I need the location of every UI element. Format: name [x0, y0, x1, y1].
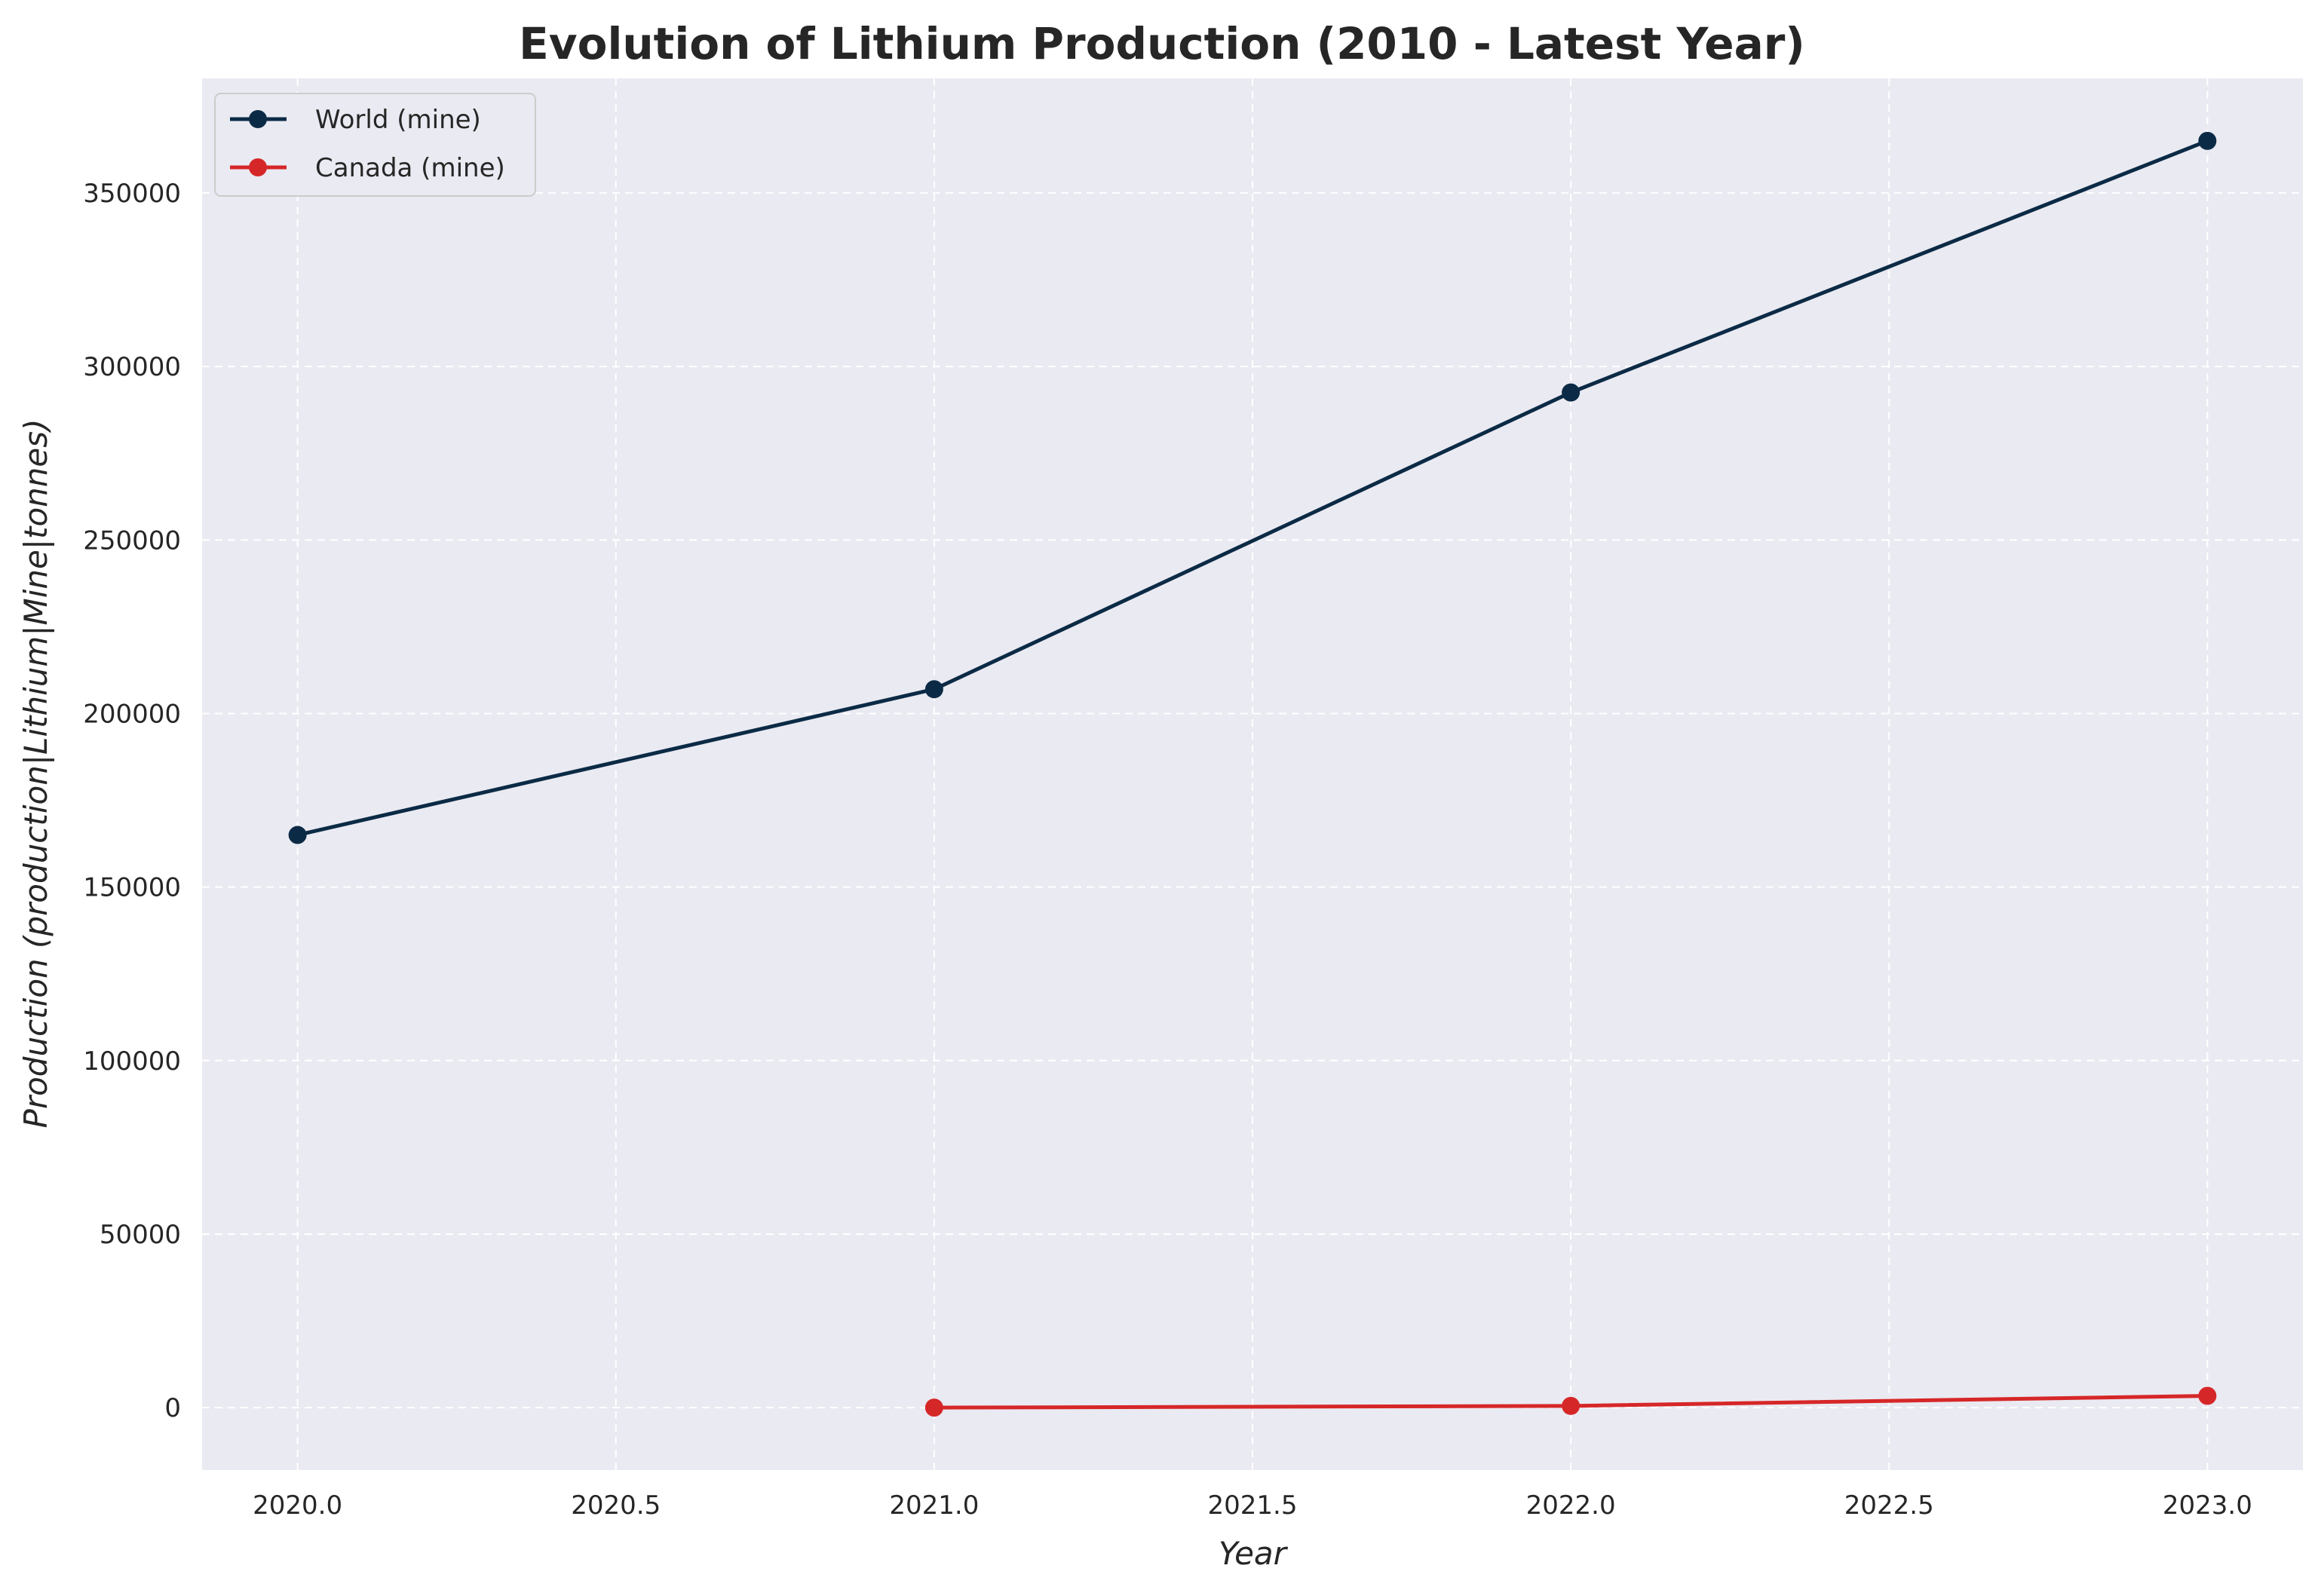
y-axis-label: Production (production|Lithium|Mine|tonn…: [17, 419, 54, 1129]
legend-box: [214, 93, 536, 197]
y-axis-ticks: 0 50000 100000 150000 200000 250000 300000 3500…: [83, 179, 181, 1423]
x-tick-label: 2022.0: [1526, 1490, 1616, 1521]
series-layer: [288, 131, 2217, 1417]
data-point-canada-mine: [1562, 1396, 1581, 1415]
data-point-canada-mine: [2198, 1386, 2217, 1405]
legend-label-world-mine: World (mine): [315, 105, 481, 135]
y-tick-label: 100000: [83, 1046, 181, 1077]
y-tick-label: 250000: [83, 525, 181, 556]
data-point-canada-mine: [924, 1398, 943, 1417]
series-line-world-mine: [297, 139, 2209, 837]
grid: [202, 78, 2303, 1470]
y-tick-label: 200000: [83, 699, 181, 729]
y-tick-label: 50000: [100, 1220, 181, 1250]
x-tick-label: 2021.0: [889, 1490, 979, 1521]
y-tick-label: 0: [164, 1393, 181, 1423]
x-axis-label: Year: [1219, 1535, 1289, 1572]
data-point-world-mine: [2198, 131, 2217, 150]
chart-title: Evolution of Lithium Production (2010 - …: [519, 18, 1805, 69]
x-axis-ticks: 2020.0 2020.5 2021.0 2021.5 2022.0 2022.5 2023…: [253, 1490, 2252, 1521]
x-tick-label: 2021.5: [1208, 1490, 1298, 1521]
legend: World (mine) Canada (mine): [214, 93, 536, 197]
y-tick-label: 300000: [83, 352, 181, 382]
x-tick-label: 2023.0: [2163, 1490, 2252, 1521]
y-tick-label: 150000: [83, 873, 181, 903]
legend-marker-world-mine: [249, 110, 267, 128]
x-tick-label: 2020.5: [571, 1490, 661, 1521]
data-point-world-mine: [1562, 383, 1581, 402]
legend-label-canada-mine: Canada (mine): [315, 153, 505, 183]
legend-marker-canada-mine: [249, 158, 267, 176]
data-point-world-mine: [288, 826, 307, 844]
y-tick-label: 350000: [83, 179, 181, 209]
x-tick-label: 2020.0: [253, 1490, 342, 1521]
data-point-world-mine: [924, 680, 943, 699]
x-tick-label: 2022.5: [1844, 1490, 1934, 1521]
